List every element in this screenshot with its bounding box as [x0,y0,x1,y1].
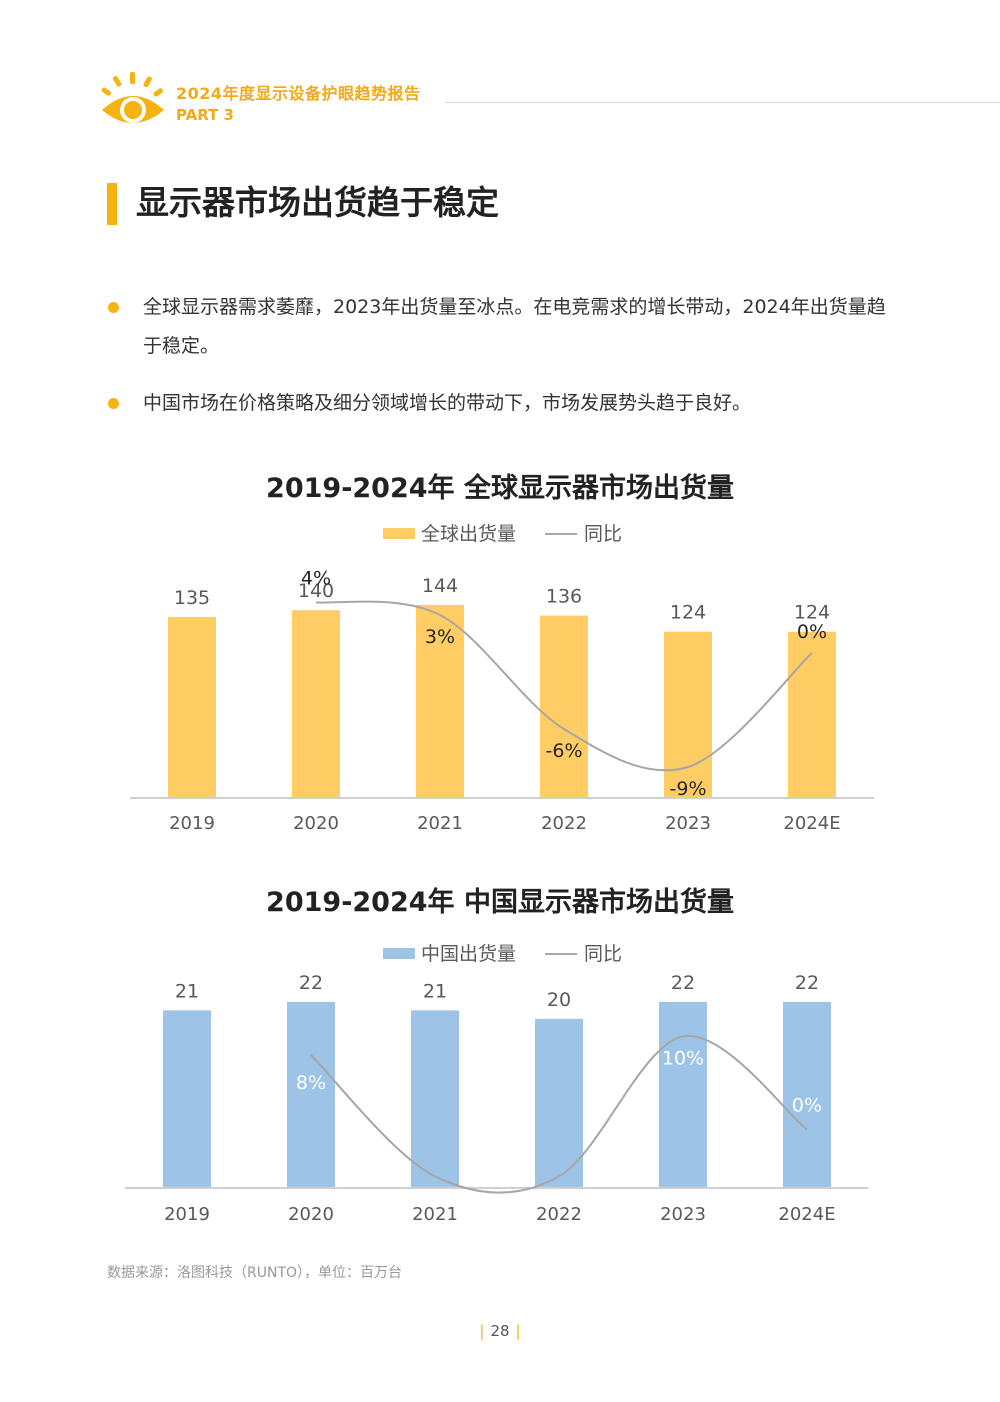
bar [168,616,216,798]
yoy-value-label: 10% [662,1047,704,1069]
yoy-value-label: 3% [425,626,455,648]
x-tick-label: 2024E [778,1204,835,1225]
bar-value-label: 22 [671,972,695,994]
bar-value-label: 136 [546,586,582,608]
bar-value-label: 124 [670,602,706,624]
x-tick-label: 2023 [665,813,711,834]
bar-value-label: 22 [299,972,323,994]
bullet-dot-icon [108,398,119,409]
bar-value-label: 21 [175,980,199,1002]
chart-legend: 全球出货量 同比 [383,523,622,545]
x-tick-label: 2021 [412,1204,458,1225]
page-number: | 28 | [479,1322,521,1340]
yoy-value-label: -9% [670,778,707,800]
legend-label-bar: 全球出货量 [421,523,516,545]
bar-value-label: 124 [794,602,830,624]
chart-global-shipments: 全球出货量 同比 135 2019 140 2020 144 2021 136 2022 124 20… [130,523,874,834]
report-title: 2024年度显示设备护眼趋势报告 [176,84,421,103]
bar [664,631,712,798]
data-source-note: 数据来源：洛图科技（RUNTO），单位：百万台 [107,1265,403,1281]
yoy-value-label: 4% [301,567,331,589]
x-tick-label: 2022 [541,813,587,834]
yoy-value-label: -5% [417,1187,454,1209]
page-title: 显示器市场出货趋于稳定 [136,183,499,222]
x-tick-label: 2021 [417,813,463,834]
yoy-value-label: 8% [296,1072,326,1094]
bar [163,1010,211,1188]
x-tick-label: 2020 [288,1204,334,1225]
chart-china-shipments: 中国出货量 同比 21 2019 22 2020 21 2021 20 2022 22 2023 22 2… [125,943,868,1225]
bullet-text-2: 中国市场在价格策略及细分领域增长的带动下，市场发展势头趋于良好。 [143,392,752,414]
x-tick-label: 2024E [783,813,840,834]
bar-value-label: 22 [795,972,819,994]
bar-value-label: 140 [298,580,334,602]
chart-title-china: 2019-2024年 中国显示器市场出货量 [266,887,734,918]
bar [292,610,340,798]
bar [535,1018,583,1188]
bar-value-label: 144 [422,575,458,597]
legend-label-line: 同比 [584,943,622,965]
x-tick-label: 2023 [660,1204,706,1225]
bar [788,631,836,798]
x-tick-label: 2020 [293,813,339,834]
chart-legend: 中国出货量 同比 [383,943,622,965]
bar-value-label: 20 [547,989,571,1011]
legend-label-bar: 中国出货量 [421,943,516,965]
bar [416,604,464,798]
yoy-series-line [310,1035,808,1194]
legend-swatch-bar [383,948,415,959]
legend-swatch-bar [383,528,415,539]
x-tick-label: 2019 [169,813,215,834]
bar [783,1001,831,1188]
legend-label-line: 同比 [584,523,622,545]
yoy-value-label: 0% [792,1095,822,1117]
x-tick-label: 2019 [164,1204,210,1225]
bar [659,1001,707,1188]
yoy-series-line [315,600,813,772]
eye-logo-icon [101,72,164,123]
bar [540,615,588,798]
header-divider [445,102,1000,103]
bar [411,1010,459,1188]
bar [287,1001,335,1188]
title-accent-bar [107,183,117,225]
page-number-value: 28 [490,1322,510,1340]
bullet-dot-icon [108,302,119,313]
yoy-value-label: 0% [797,621,827,643]
yoy-value-label: -5% [541,1187,578,1209]
yoy-value-label: -6% [546,740,583,762]
chart-title-global: 2019-2024年 全球显示器市场出货量 [266,473,734,504]
bar-value-label: 21 [423,980,447,1002]
bullet-text-1: 全球显示器需求萎靡，2023年出货量至冰点。在电竞需求的增长带动，2024年出货… [143,296,886,357]
bar-value-label: 135 [174,587,210,609]
report-part: PART 3 [176,106,234,124]
x-tick-label: 2022 [536,1204,582,1225]
